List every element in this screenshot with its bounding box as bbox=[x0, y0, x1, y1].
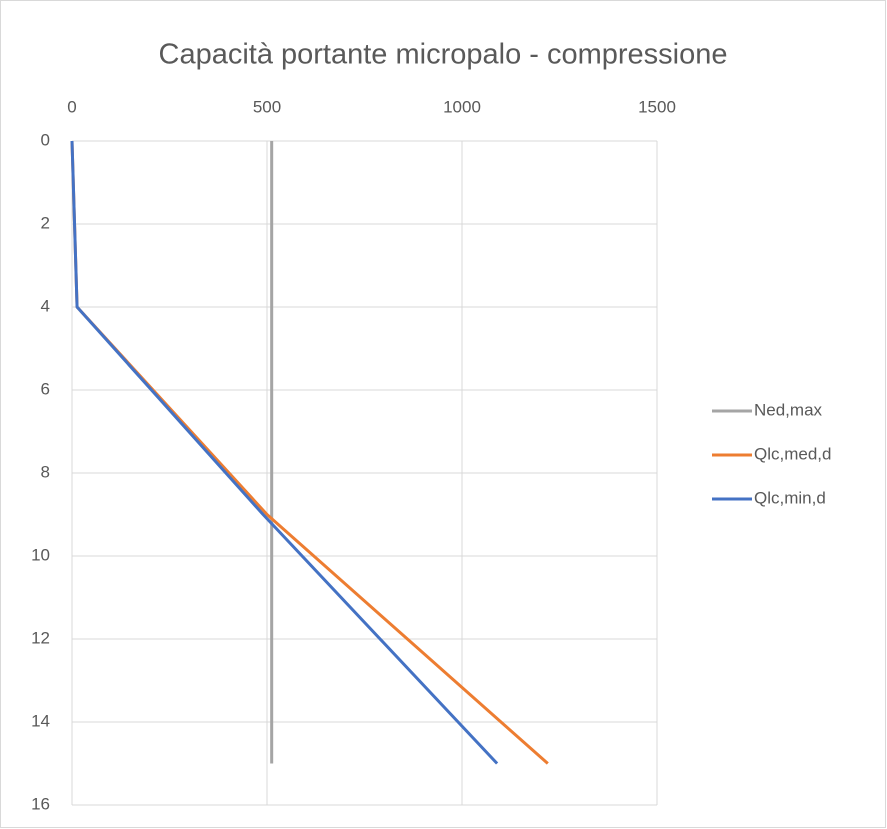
y-tick-label: 14 bbox=[31, 711, 50, 730]
x-tick-label: 0 bbox=[67, 97, 76, 116]
chart-title: Capacità portante micropalo - compressio… bbox=[159, 39, 728, 71]
x-tick-label: 1000 bbox=[443, 97, 481, 116]
y-tick-label: 4 bbox=[41, 296, 50, 315]
series-line bbox=[70, 140, 499, 765]
legend-label: Qlc,min,d bbox=[754, 488, 826, 507]
y-tick-label: 2 bbox=[41, 213, 50, 232]
legend-label: Qlc,med,d bbox=[754, 444, 831, 463]
x-tick-label: 500 bbox=[253, 97, 281, 116]
legend-label: Ned,max bbox=[754, 400, 823, 419]
y-tick-label: 12 bbox=[31, 628, 50, 647]
y-tick-label: 16 bbox=[31, 794, 50, 813]
y-tick-label: 10 bbox=[31, 545, 50, 564]
y-tick-label: 0 bbox=[41, 130, 50, 149]
y-tick-label: 8 bbox=[41, 462, 50, 481]
y-tick-label: 6 bbox=[41, 379, 50, 398]
x-tick-label: 1500 bbox=[638, 97, 676, 116]
